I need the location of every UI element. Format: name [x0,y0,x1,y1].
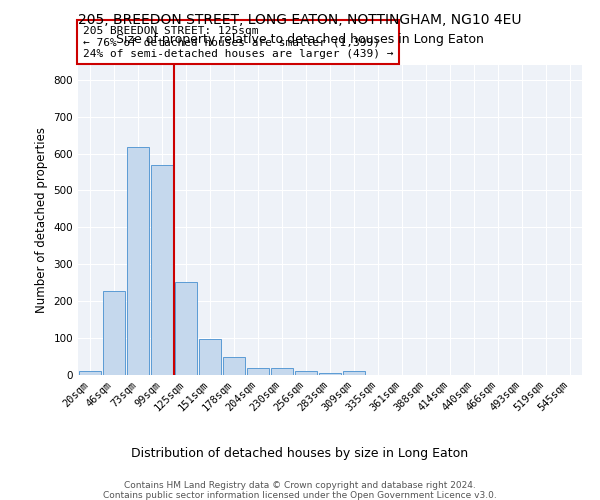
Text: Size of property relative to detached houses in Long Eaton: Size of property relative to detached ho… [116,32,484,46]
Bar [103,291,125,375]
Bar [247,368,269,375]
Text: 205 BREEDON STREET: 125sqm
← 76% of detached houses are smaller (1,399)
24% of s: 205 BREEDON STREET: 125sqm ← 76% of deta… [83,26,394,59]
Text: Distribution of detached houses by size in Long Eaton: Distribution of detached houses by size … [131,448,469,460]
Bar [79,372,101,375]
Bar [175,282,197,375]
Bar [343,372,365,375]
Bar [223,358,245,375]
Bar [151,166,173,375]
Bar [295,372,317,375]
Bar [199,339,221,375]
Bar [319,373,341,375]
Text: Contains HM Land Registry data © Crown copyright and database right 2024.: Contains HM Land Registry data © Crown c… [124,481,476,490]
Text: 205, BREEDON STREET, LONG EATON, NOTTINGHAM, NG10 4EU: 205, BREEDON STREET, LONG EATON, NOTTING… [78,12,522,26]
Bar [271,368,293,375]
Bar [127,147,149,375]
Text: Contains public sector information licensed under the Open Government Licence v3: Contains public sector information licen… [103,491,497,500]
Y-axis label: Number of detached properties: Number of detached properties [35,127,48,313]
